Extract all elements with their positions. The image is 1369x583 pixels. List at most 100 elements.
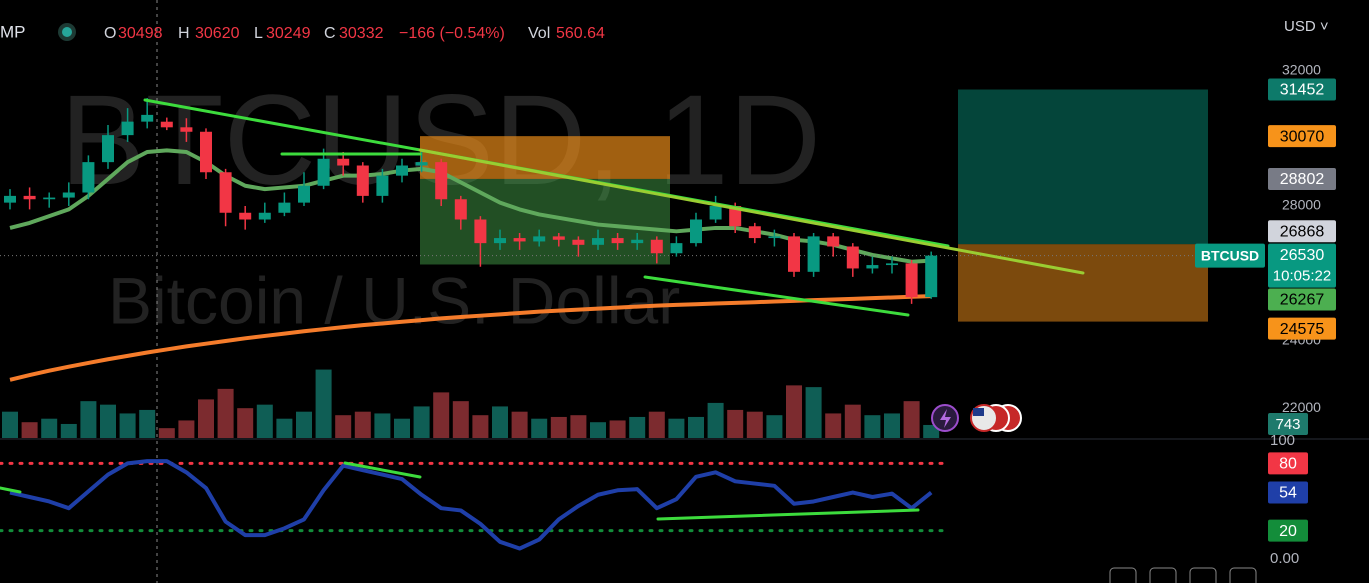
symbol: MP bbox=[0, 22, 26, 41]
volume-bar bbox=[629, 416, 646, 438]
volume-bar bbox=[394, 418, 410, 438]
candle-body bbox=[317, 158, 330, 186]
volume-bar bbox=[139, 409, 156, 438]
candle-body bbox=[611, 238, 624, 244]
candle-body bbox=[533, 236, 546, 242]
trend-line bbox=[418, 148, 1085, 275]
price-badge-label: 24575 bbox=[1280, 321, 1325, 338]
open-value: 30498 bbox=[118, 25, 163, 42]
volume-bar bbox=[923, 424, 940, 438]
close-value: 30332 bbox=[339, 25, 384, 42]
volume-bar bbox=[119, 413, 136, 438]
candle-body bbox=[631, 239, 644, 244]
toolbar-button[interactable] bbox=[1229, 567, 1257, 583]
volume-bar bbox=[805, 387, 822, 438]
rsi-trend-line bbox=[656, 508, 920, 521]
currency-menu[interactable]: USD ˅ bbox=[1284, 18, 1329, 35]
price-badge bbox=[1268, 288, 1336, 311]
volume-bar bbox=[864, 415, 881, 438]
volume-bar bbox=[884, 413, 900, 438]
volume-bar bbox=[354, 411, 371, 438]
candle-body bbox=[827, 236, 840, 247]
price-badge bbox=[1268, 167, 1336, 190]
plot: 2200024000280003200080200.00100547433145… bbox=[0, 62, 1336, 567]
candle-body bbox=[258, 212, 271, 220]
volume-bar bbox=[374, 413, 391, 438]
toolbar-button[interactable] bbox=[1149, 567, 1177, 583]
volume-bar bbox=[60, 423, 77, 438]
volume-bar bbox=[296, 411, 312, 438]
rsi-line bbox=[9, 459, 933, 551]
candle-body bbox=[278, 202, 291, 213]
volume-bar bbox=[217, 388, 234, 438]
volume-bar bbox=[609, 420, 626, 438]
candle-body bbox=[925, 255, 938, 298]
last-price-label: 26530 bbox=[1280, 247, 1325, 264]
candle-body bbox=[102, 135, 114, 163]
volume-bar bbox=[786, 385, 802, 438]
drawings bbox=[0, 98, 1085, 521]
candle-body bbox=[552, 236, 565, 240]
rsi-level-badge bbox=[1268, 452, 1308, 475]
candle-body bbox=[337, 158, 350, 166]
volume-bar bbox=[746, 411, 763, 438]
volume-bar bbox=[531, 418, 548, 438]
high-label: H bbox=[178, 25, 190, 42]
candle-body bbox=[396, 165, 408, 176]
candle-body bbox=[62, 192, 75, 198]
high-value: 30620 bbox=[195, 25, 240, 42]
candle-body bbox=[866, 265, 879, 269]
volume-bar bbox=[276, 418, 293, 438]
candle-body bbox=[788, 236, 800, 272]
symbol-badge-label: BTCUSD bbox=[1201, 247, 1259, 263]
toolbar-button[interactable] bbox=[1109, 567, 1137, 583]
candle-body bbox=[886, 263, 898, 266]
candle-body bbox=[709, 206, 722, 220]
low-value: 30249 bbox=[266, 25, 311, 42]
rsi-value-badge bbox=[1268, 481, 1308, 504]
y-tick-label: 32000 bbox=[1282, 62, 1321, 78]
volume-bar bbox=[452, 401, 469, 438]
volume-bar bbox=[237, 408, 254, 438]
close-label: C bbox=[324, 25, 336, 42]
volume-bar bbox=[2, 411, 18, 438]
price-badge bbox=[1268, 317, 1336, 340]
candle-body bbox=[513, 238, 526, 242]
volume-bar bbox=[178, 420, 195, 438]
candle-body bbox=[846, 246, 859, 269]
toolbar bbox=[1109, 567, 1257, 583]
rsi-value-label: 54 bbox=[1279, 485, 1297, 502]
rsi-tick-label: 100 bbox=[1270, 432, 1295, 449]
price-badge bbox=[1268, 78, 1336, 101]
rsi-level-label: 20 bbox=[1279, 523, 1297, 540]
volume-bar bbox=[21, 422, 38, 438]
volume-bar bbox=[80, 401, 97, 438]
vol-label: Vol bbox=[528, 25, 550, 42]
candle-body bbox=[376, 175, 389, 196]
volume-badge bbox=[1268, 412, 1308, 435]
candle-body bbox=[690, 219, 702, 244]
target-box bbox=[958, 89, 1208, 245]
rsi-level-badge bbox=[1268, 519, 1308, 542]
volume-bar bbox=[198, 399, 214, 438]
volume-bar bbox=[903, 401, 920, 438]
volume-bar bbox=[41, 418, 58, 438]
candle-body bbox=[43, 197, 56, 200]
price-badge-label: 26868 bbox=[1280, 223, 1325, 240]
candle-body bbox=[748, 226, 761, 239]
candle-body bbox=[356, 165, 369, 196]
volume-bar bbox=[413, 406, 430, 438]
price-badge-label: 26267 bbox=[1280, 292, 1325, 309]
candle-body bbox=[121, 121, 134, 136]
candle-body bbox=[4, 195, 16, 203]
rsi-tick-label: 0.00 bbox=[1270, 550, 1299, 567]
volume-bar bbox=[727, 409, 744, 438]
open-label: O bbox=[104, 25, 116, 42]
candle-body bbox=[160, 121, 173, 128]
candle-body bbox=[807, 236, 820, 272]
price-badge-label: 28802 bbox=[1280, 171, 1325, 188]
toolbar-button[interactable] bbox=[1189, 567, 1217, 583]
candle-body bbox=[200, 131, 212, 173]
y-tick-label: 22000 bbox=[1282, 399, 1321, 415]
